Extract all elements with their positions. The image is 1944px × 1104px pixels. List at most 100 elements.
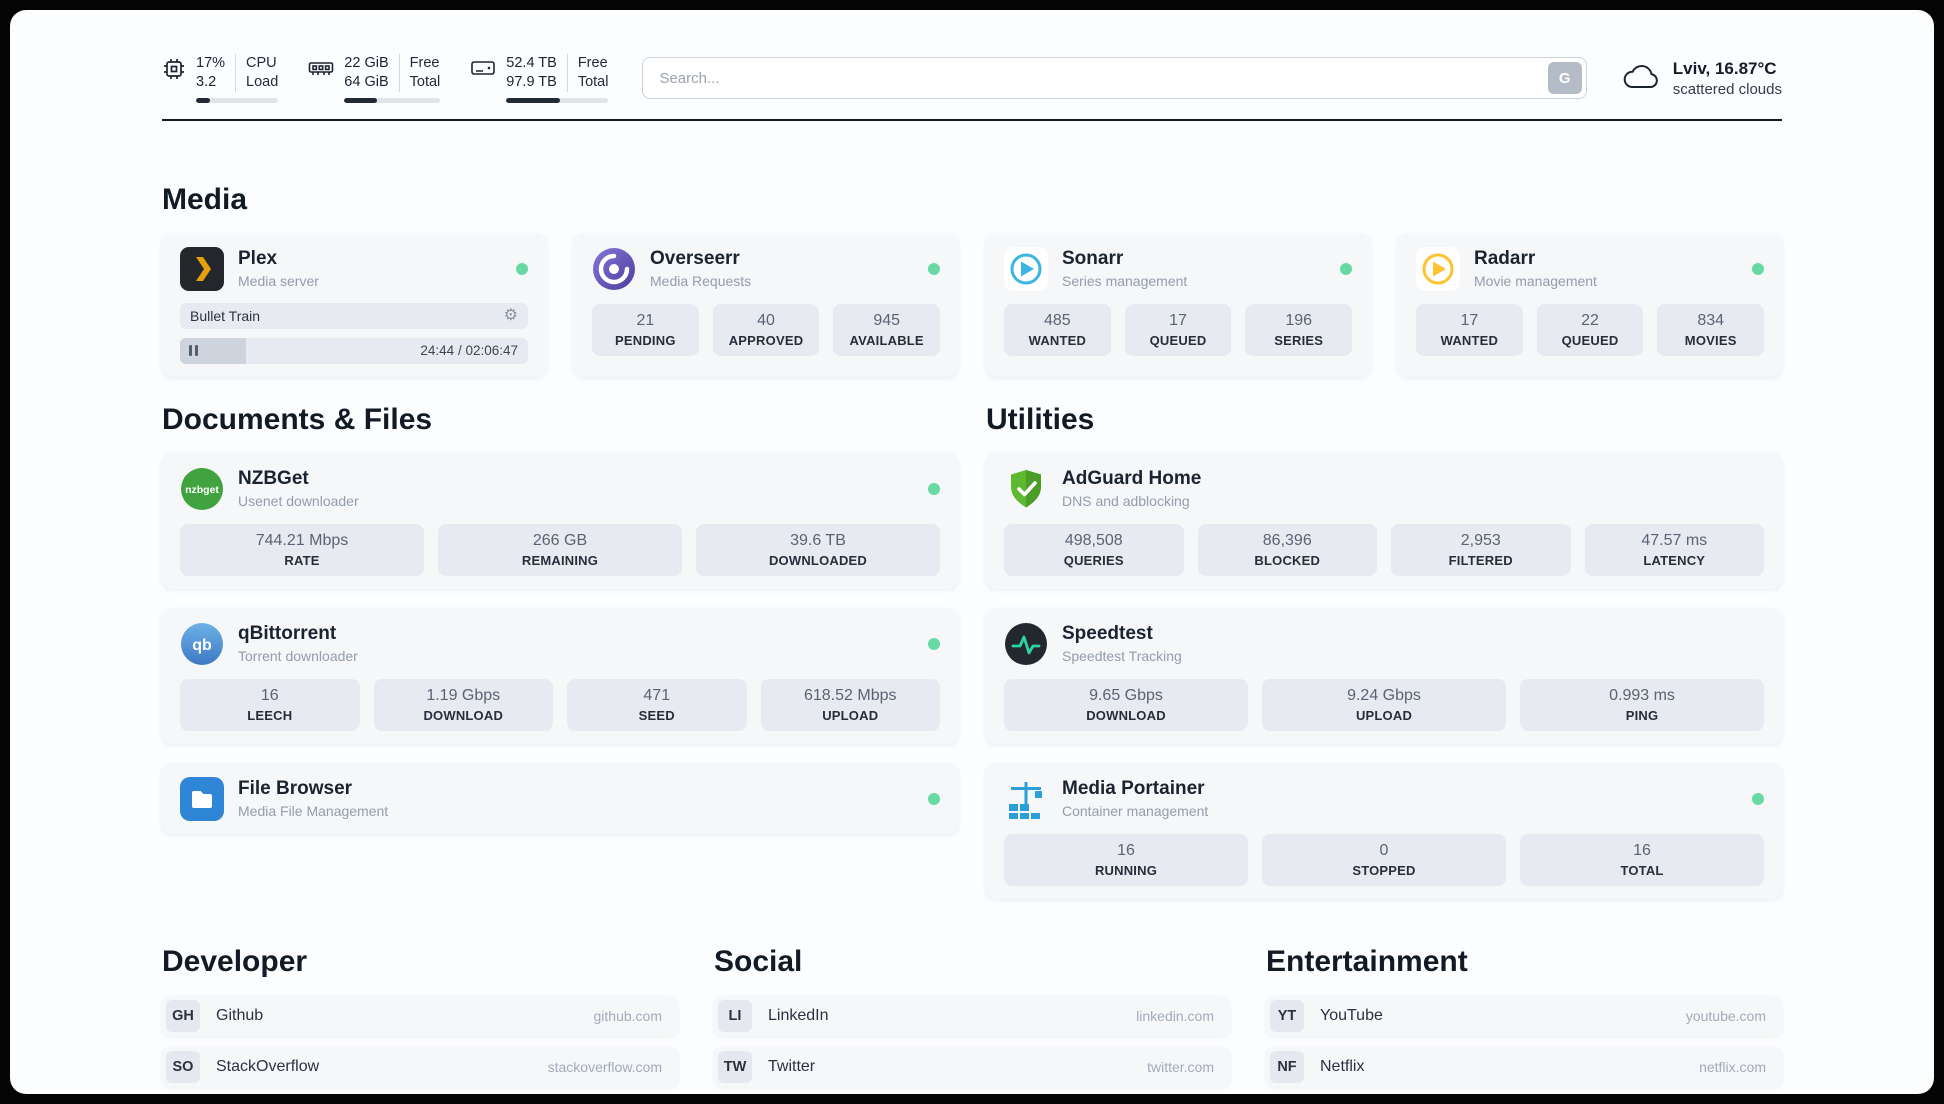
developer-section-title: Developer <box>162 944 308 978</box>
app-name: Media Portainer <box>1062 778 1205 800</box>
link-name: LinkedIn <box>768 1006 829 1024</box>
link-name: Twitter <box>768 1057 816 1075</box>
pause-icon[interactable] <box>189 345 198 357</box>
section-entertainment: Entertainment YT YouTube youtube.com NF … <box>1266 945 1782 1094</box>
app-name: Radarr <box>1474 248 1536 270</box>
settings-gear-icon[interactable]: ⚙ <box>503 306 518 324</box>
app-name: qBittorrent <box>238 623 337 645</box>
status-dot <box>516 262 528 275</box>
app-card-speedtest[interactable]: Speedtest Speedtest Tracking 9.65 Gbps D… <box>986 608 1782 744</box>
section-developer: Developer GH Github github.com SO StackO… <box>162 945 678 1094</box>
section-social: Social LI LinkedIn linkedin.com TW Twitt… <box>714 945 1230 1094</box>
qbittorrent-icon: qb <box>180 622 224 666</box>
link-domain: netflix.com <box>1699 1058 1766 1075</box>
stat-box: 17 WANTED <box>1416 303 1523 356</box>
now-playing-bar: Bullet Train ⚙ <box>180 302 528 329</box>
playback-progress[interactable]: 24:44 / 02:06:47 <box>180 337 528 364</box>
stat-box: 39.6 TB DOWNLOADED <box>696 523 940 576</box>
app-subtitle: Speedtest Tracking <box>1062 648 1182 665</box>
status-dot <box>928 482 940 495</box>
stat-box: 834 MOVIES <box>1657 303 1765 356</box>
stat-box: 9.65 Gbps DOWNLOAD <box>1004 678 1248 731</box>
section-documents: Documents & Files nzbget NZBGet Usenet d… <box>162 403 958 834</box>
portainer-icon <box>1004 777 1048 821</box>
app-subtitle: Series management <box>1062 273 1188 290</box>
ram-values: 22 GiB 64 GiB <box>344 55 389 90</box>
app-card-qbittorrent[interactable]: qb qBittorrent Torrent downloader 16 LEE… <box>162 608 958 744</box>
app-card-plex[interactable]: Plex Media server Bullet Train ⚙ 24:44 /… <box>162 233 546 377</box>
weather-location: Lviv, 16.87°C <box>1672 58 1777 78</box>
now-playing-title: Bullet Train <box>190 307 261 324</box>
link-youtube[interactable]: YT YouTube youtube.com <box>1266 995 1782 1036</box>
link-netflix[interactable]: NF Netflix netflix.com <box>1266 1046 1782 1087</box>
status-dot <box>1340 262 1352 275</box>
link-stackoverflow[interactable]: SO StackOverflow stackoverflow.com <box>162 1046 678 1087</box>
link-domain: linkedin.com <box>1136 1007 1214 1024</box>
plex-icon <box>180 246 224 291</box>
cloud-icon <box>1621 62 1661 95</box>
overseerr-icon <box>592 247 636 291</box>
app-name: File Browser <box>238 778 353 800</box>
youtube-badge: YT <box>1270 999 1304 1032</box>
ram-progress-bar <box>344 97 441 103</box>
github-badge: GH <box>166 999 200 1032</box>
app-name: Plex <box>238 248 278 270</box>
search-engine-button[interactable]: G <box>1547 62 1582 95</box>
link-github[interactable]: GH Github github.com <box>162 995 678 1036</box>
weather-widget: Lviv, 16.87°C scattered clouds <box>1621 59 1782 98</box>
disk-values: 52.4 TB 97.9 TB <box>506 55 557 90</box>
ram-metric: 22 GiB 64 GiB Free Total <box>308 54 441 103</box>
link-name: StackOverflow <box>216 1057 320 1075</box>
documents-section-title: Documents & Files <box>162 402 433 436</box>
app-card-filebrowser[interactable]: File Browser Media File Management <box>162 763 958 834</box>
cpu-metric: 17% 3.2 CPU Load <box>162 54 279 103</box>
disk-metric: 52.4 TB 97.9 TB Free Total <box>470 54 609 103</box>
stat-box: 945 AVAILABLE <box>833 303 941 356</box>
link-name: Netflix <box>1320 1057 1365 1075</box>
cpu-progress-fill <box>196 97 210 103</box>
link-domain: github.com <box>593 1007 662 1024</box>
stat-box: 86,396 BLOCKED <box>1197 523 1377 576</box>
utilities-section-title: Utilities <box>986 402 1095 436</box>
app-card-overseerr[interactable]: Overseerr Media Requests 21 PENDING 40 A… <box>574 233 958 377</box>
stat-box: 498,508 QUERIES <box>1004 523 1184 576</box>
disk-progress-bar <box>506 97 609 103</box>
app-card-sonarr[interactable]: Sonarr Series management 485 WANTED 17 Q… <box>986 233 1370 377</box>
stackoverflow-badge: SO <box>166 1050 200 1083</box>
stat-box: 196 SERIES <box>1245 303 1353 356</box>
link-name: YouTube <box>1320 1006 1383 1024</box>
weather-condition: scattered clouds <box>1672 80 1782 98</box>
link-twitter[interactable]: TW Twitter twitter.com <box>714 1046 1230 1087</box>
cpu-progress-bar <box>196 97 279 103</box>
header-divider <box>162 118 1782 121</box>
app-card-adguard[interactable]: AdGuard Home DNS and adblocking 498,508 … <box>986 453 1782 589</box>
app-card-portainer[interactable]: Media Portainer Container management 16 … <box>986 763 1782 899</box>
sonarr-icon <box>1004 246 1048 291</box>
link-domain: youtube.com <box>1685 1007 1766 1024</box>
stat-box: 1.19 Gbps DOWNLOAD <box>373 678 553 731</box>
stat-box: 471 SEED <box>567 678 747 731</box>
app-card-nzbget[interactable]: nzbget NZBGet Usenet downloader 744.21 M… <box>162 453 958 589</box>
status-dot <box>928 637 940 650</box>
app-name: Speedtest <box>1062 623 1153 645</box>
app-subtitle: DNS and adblocking <box>1062 493 1190 510</box>
stat-box: 47.57 ms LATENCY <box>1584 523 1764 576</box>
search-bar: G <box>642 57 1587 100</box>
status-dot <box>928 792 940 805</box>
stat-box: 16 LEECH <box>180 678 360 731</box>
status-dot <box>928 262 940 275</box>
svg-text:qb: qb <box>192 637 212 654</box>
stat-box: 266 GB REMAINING <box>438 523 682 576</box>
filebrowser-icon <box>180 776 224 821</box>
search-input[interactable] <box>642 57 1587 100</box>
netflix-badge: NF <box>1270 1050 1304 1083</box>
app-card-radarr[interactable]: Radarr Movie management 17 WANTED 22 QUE… <box>1398 233 1782 377</box>
dashboard-page: 17% 3.2 CPU Load <box>10 10 1934 1094</box>
adguard-icon <box>1004 467 1048 511</box>
twitter-badge: TW <box>718 1050 752 1083</box>
ram-icon <box>308 57 334 84</box>
link-linkedin[interactable]: LI LinkedIn linkedin.com <box>714 995 1230 1036</box>
stat-box: 0 STOPPED <box>1262 833 1506 886</box>
playback-time: 24:44 / 02:06:47 <box>420 343 518 359</box>
stat-box: 9.24 Gbps UPLOAD <box>1262 678 1506 731</box>
